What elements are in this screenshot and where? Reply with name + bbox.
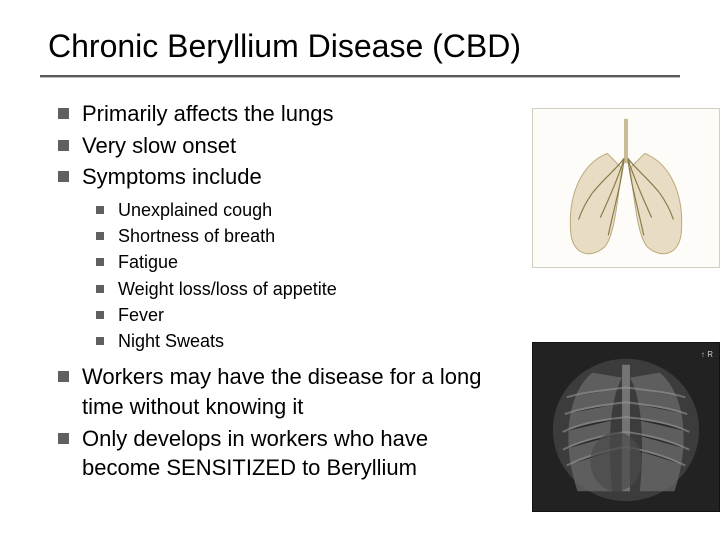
square-bullet-icon xyxy=(96,258,104,266)
slide-title: Chronic Beryllium Disease (CBD) xyxy=(0,0,720,71)
bullet-text: Only develops in workers who have become… xyxy=(82,426,428,481)
square-bullet-icon xyxy=(96,206,104,214)
square-bullet-icon xyxy=(96,311,104,319)
square-bullet-icon xyxy=(58,433,69,444)
sub-text: Unexplained cough xyxy=(118,200,272,220)
bullet-text: Symptoms include xyxy=(82,164,262,189)
square-bullet-icon xyxy=(58,140,69,151)
xray-icon: ↑ R xyxy=(533,343,719,511)
bullet-sensitized: Only develops in workers who have become… xyxy=(58,424,488,483)
chest-xray-image: ↑ R xyxy=(532,342,720,512)
square-bullet-icon xyxy=(58,171,69,182)
bullet-text: Workers may have the disease for a long … xyxy=(82,364,481,419)
sub-text: Night Sweats xyxy=(118,331,224,351)
sub-weight-loss: Weight loss/loss of appetite xyxy=(96,277,680,302)
square-bullet-icon xyxy=(96,337,104,345)
bullet-unknowing: Workers may have the disease for a long … xyxy=(58,362,488,421)
square-bullet-icon xyxy=(96,285,104,293)
lungs-icon xyxy=(533,109,719,267)
square-bullet-icon xyxy=(58,371,69,382)
square-bullet-icon xyxy=(58,108,69,119)
square-bullet-icon xyxy=(96,232,104,240)
bullet-text: Primarily affects the lungs xyxy=(82,101,333,126)
sub-text: Fever xyxy=(118,305,164,325)
sub-fever: Fever xyxy=(96,303,680,328)
sub-text: Shortness of breath xyxy=(118,226,275,246)
sub-text: Fatigue xyxy=(118,252,178,272)
bullet-text: Very slow onset xyxy=(82,133,236,158)
sub-text: Weight loss/loss of appetite xyxy=(118,279,337,299)
xray-marker: ↑ R xyxy=(701,350,713,359)
lungs-illustration xyxy=(532,108,720,268)
